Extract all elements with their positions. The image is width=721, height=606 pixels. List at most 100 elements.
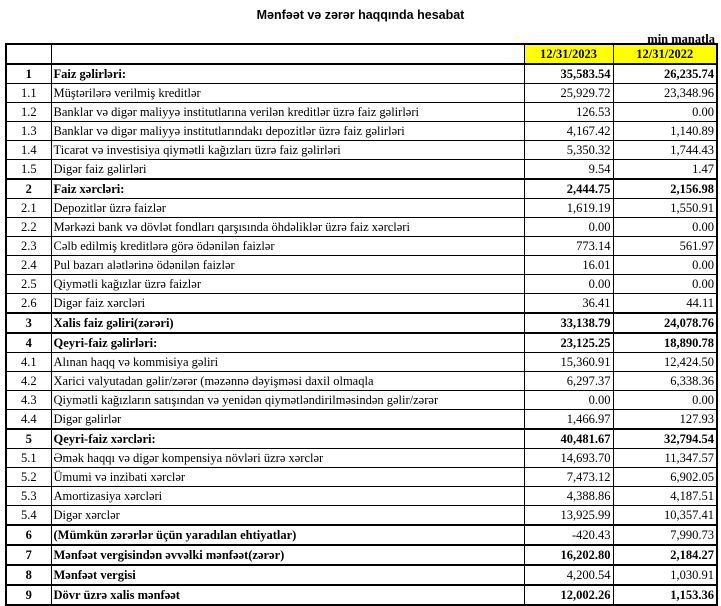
value-2022: 0.00 xyxy=(612,217,718,237)
report-title: Mənfəət və zərər haqqında hesabat xyxy=(256,8,465,22)
row-label: Dövr üzrə xalis mənfəət xyxy=(50,584,525,606)
table-header-row: 12/31/2023 12/31/2022 xyxy=(5,43,718,65)
value-2022: 6,338.36 xyxy=(612,371,718,391)
value-2023: 773.14 xyxy=(523,236,614,256)
value-2022: 32,794.54 xyxy=(612,428,718,449)
row-number: 2 xyxy=(5,178,52,199)
row-number: 6 xyxy=(5,524,52,546)
value-2023: 40,481.67 xyxy=(523,428,614,449)
value-2023: 16.01 xyxy=(523,255,614,275)
table-row: 4.1 Alınan haqq və kommisiya gəliri 15,360… xyxy=(5,352,718,372)
value-2022: 2,156.98 xyxy=(612,178,718,199)
value-2023: 0.00 xyxy=(523,217,614,237)
row-number: 7 xyxy=(5,544,52,566)
row-label: Amortizasiya xərcləri xyxy=(50,486,525,506)
value-2023: 33,138.79 xyxy=(523,312,614,334)
table-row: 2.5 Qiymətli kağızlar üzrə faizlər 0.00 0.0… xyxy=(5,274,718,294)
row-label: Mənfəət vergisi xyxy=(50,564,525,586)
unit-label: min manatla xyxy=(647,32,715,46)
table-row: 3 Xalis faiz gəliri(zərəri) 33,138.79 24,07… xyxy=(5,312,718,334)
row-label: Qeyri-faiz gəlirləri: xyxy=(50,332,525,353)
table-row: 9 Dövr üzrə xalis mənfəət 12,002.26 1,153.3… xyxy=(5,584,718,606)
row-number: 1.2 xyxy=(5,102,52,122)
row-label: Pul bazarı alətlərinə ödənilən faizlər xyxy=(50,255,525,275)
row-number: 1.3 xyxy=(5,121,52,141)
value-2023: 16,202.80 xyxy=(523,544,614,566)
value-2022: 7,990.73 xyxy=(612,524,718,546)
table-row: 6 (Mümkün zərərlər üçün yaradılan ehtiyat… xyxy=(5,524,718,546)
row-number: 5.2 xyxy=(5,467,52,487)
value-2022: 1,140.89 xyxy=(612,121,718,141)
value-2023: 35,583.54 xyxy=(523,63,614,84)
value-2022: 1.47 xyxy=(612,159,718,180)
table-row: 1.1 Müştərilərə verilmiş kreditlər 25,929.… xyxy=(5,83,718,103)
table-row: 1 Faiz gəlirləri: 35,583.54 26,235.74 xyxy=(5,63,718,84)
table-row: 4.2 Xarici valyutadan gəlir/zərər (məzənn… xyxy=(5,371,718,391)
row-number: 1.4 xyxy=(5,140,52,160)
row-label: Digər faiz xərcləri xyxy=(50,293,525,314)
value-2023: 15,360.91 xyxy=(523,352,614,372)
table-row: 2.6 Digər faiz xərcləri 36.41 44.11 xyxy=(5,293,718,314)
value-2022: 6,902.05 xyxy=(612,467,718,487)
value-2022: 10,357.41 xyxy=(612,505,718,526)
value-2023: 13,925.99 xyxy=(523,505,614,526)
value-2023: 1,619.19 xyxy=(523,198,614,218)
row-label: Banklar və digər maliyyə institutlarına … xyxy=(50,102,525,122)
table-row: 1.4 Ticarət və investisiya qiymətli kağız… xyxy=(5,140,718,160)
row-number: 5.3 xyxy=(5,486,52,506)
value-2023: 6,297.37 xyxy=(523,371,614,391)
header-label-cell xyxy=(50,43,525,65)
row-label: Digər faiz gəlirləri xyxy=(50,159,525,180)
value-2023: 4,200.54 xyxy=(523,564,614,586)
row-label: Xalis faiz gəliri(zərəri) xyxy=(50,312,525,334)
table-row: 1.3 Banklar və digər maliyyə institutları… xyxy=(5,121,718,141)
value-2022: 23,348.96 xyxy=(612,83,718,103)
value-2022: 26,235.74 xyxy=(612,63,718,84)
value-2022: 12,424.50 xyxy=(612,352,718,372)
row-label: Xarici valyutadan gəlir/zərər (məzənnə d… xyxy=(50,371,525,391)
value-2023: 4,167.42 xyxy=(523,121,614,141)
table-row: 1.2 Banklar və digər maliyyə institutları… xyxy=(5,102,718,122)
value-2022: 0.00 xyxy=(612,102,718,122)
value-2022: 127.93 xyxy=(612,409,718,430)
table-row: 8 Mənfəət vergisi 4,200.54 1,030.91 xyxy=(5,564,718,586)
row-number: 9 xyxy=(5,584,52,606)
row-number: 1.1 xyxy=(5,83,52,103)
row-label: Mərkəzi bank və dövlət fondları qarşısın… xyxy=(50,217,525,237)
row-number: 4.4 xyxy=(5,409,52,430)
row-label: (Mümkün zərərlər üçün yaradılan ehtiyatl… xyxy=(50,524,525,546)
value-2022: 44.11 xyxy=(612,293,718,314)
value-2023: 12,002.26 xyxy=(523,584,614,606)
value-2022: 1,744.43 xyxy=(612,140,718,160)
table-row: 4 Qeyri-faiz gəlirləri: 23,125.25 18,890.78 xyxy=(5,332,718,353)
value-2022: 18,890.78 xyxy=(612,332,718,353)
table-row: 2 Faiz xərcləri: 2,444.75 2,156.98 xyxy=(5,178,718,199)
row-number: 4.1 xyxy=(5,352,52,372)
row-label: Qeyri-faiz xərcləri: xyxy=(50,428,525,449)
row-label: Ticarət və investisiya qiymətli kağızlar… xyxy=(50,140,525,160)
value-2023: 5,350.32 xyxy=(523,140,614,160)
value-2022: 1,030.91 xyxy=(612,564,718,586)
row-label: Ümumi və inzibati xərclər xyxy=(50,467,525,487)
row-number: 4.2 xyxy=(5,371,52,391)
value-2022: 0.00 xyxy=(612,390,718,410)
value-2022: 1,153.36 xyxy=(612,584,718,606)
value-2022: 1,550.91 xyxy=(612,198,718,218)
row-number: 2.2 xyxy=(5,217,52,237)
row-number: 5 xyxy=(5,428,52,449)
row-number: 4 xyxy=(5,332,52,353)
row-label: Digər gəlirlər xyxy=(50,409,525,430)
income-statement-table: 12/31/2023 12/31/2022 1 Faiz gəlirləri: 35… xyxy=(5,43,718,606)
value-2022: 2,184.27 xyxy=(612,544,718,566)
value-2023: 7,473.12 xyxy=(523,467,614,487)
row-number: 5.4 xyxy=(5,505,52,526)
row-number: 4.3 xyxy=(5,390,52,410)
row-number: 1 xyxy=(5,63,52,84)
row-label: Digər xərclər xyxy=(50,505,525,526)
row-number: 2.1 xyxy=(5,198,52,218)
value-2022: 0.00 xyxy=(612,274,718,294)
row-label: Əmək haqqı və digər kompensiya növləri ü… xyxy=(50,448,525,468)
row-label: Banklar və digər maliyyə institutlarında… xyxy=(50,121,525,141)
row-number: 1.5 xyxy=(5,159,52,180)
value-2023: 126.53 xyxy=(523,102,614,122)
